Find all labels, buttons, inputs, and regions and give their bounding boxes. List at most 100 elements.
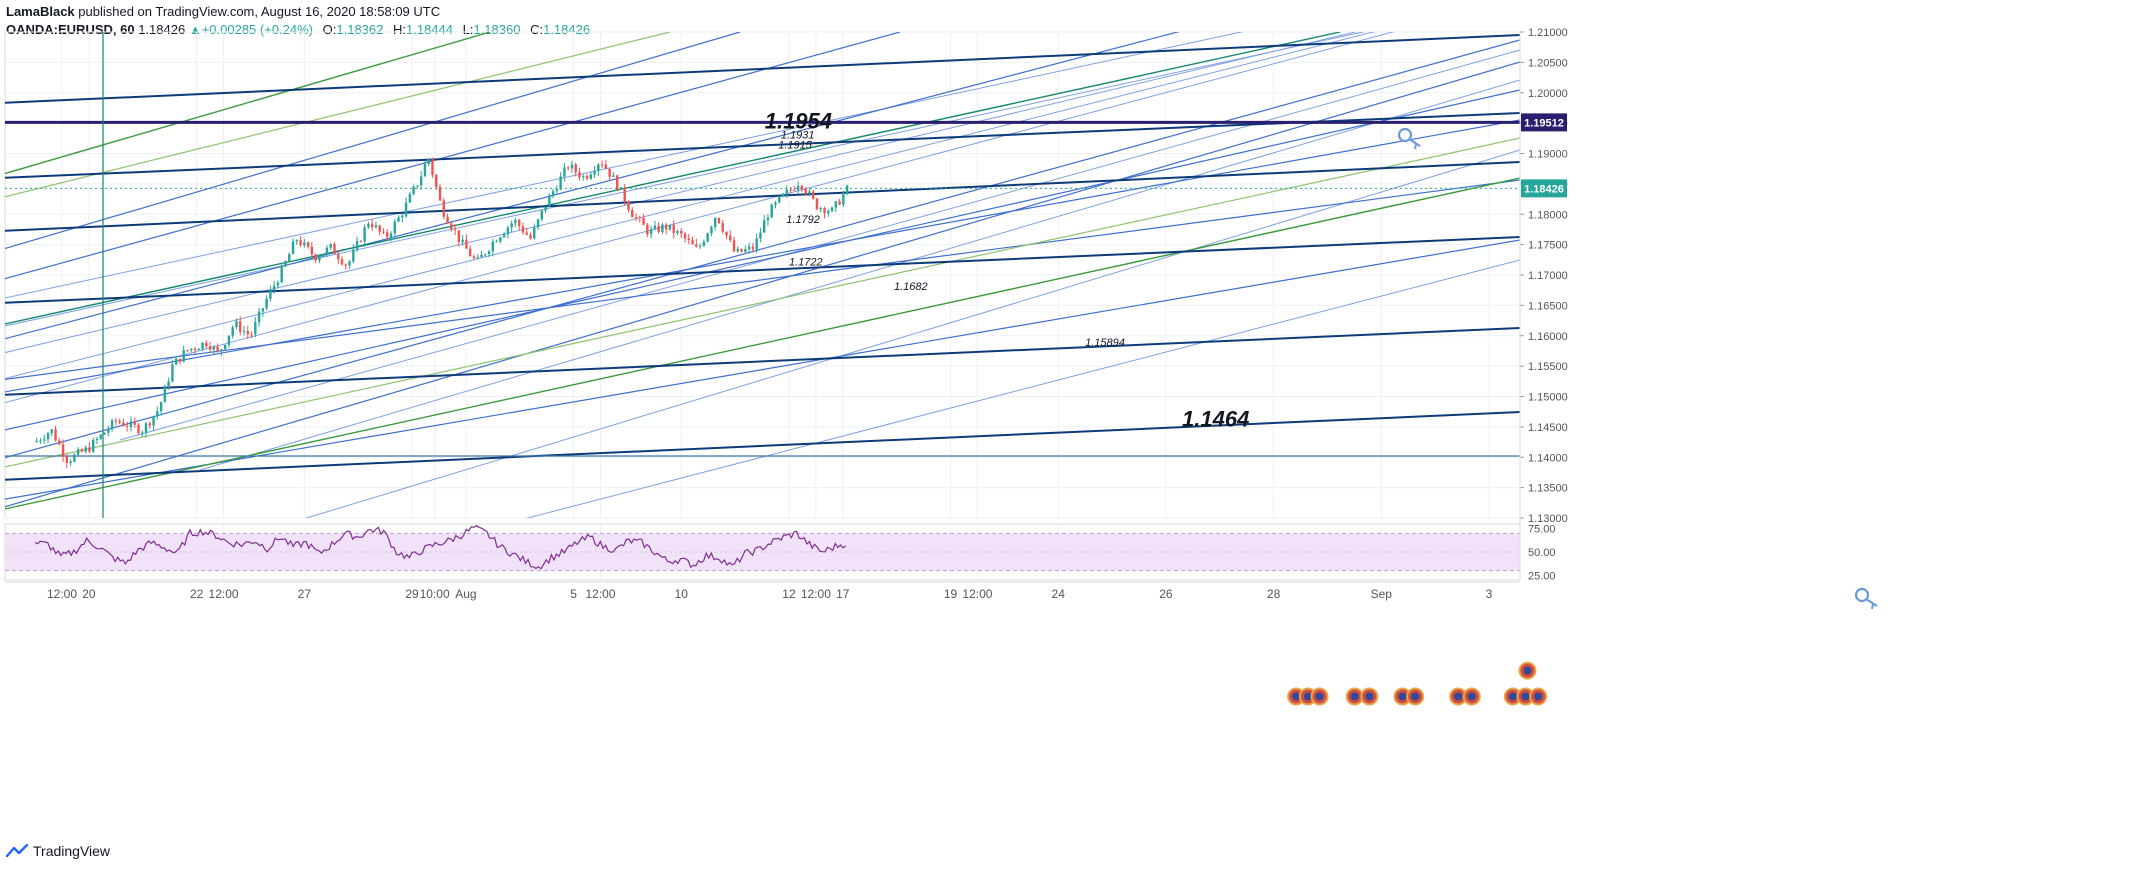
candle-body	[827, 211, 830, 214]
candle-body	[318, 256, 321, 261]
candle-body	[178, 358, 182, 362]
candle-body	[453, 229, 457, 231]
green-line	[5, 32, 491, 175]
candle-body	[717, 217, 721, 224]
level-annotation: 1.1915	[778, 139, 813, 151]
flag-center	[1350, 692, 1359, 701]
candle-body	[193, 348, 197, 350]
time-tick-label: 27	[298, 587, 312, 601]
candle-body	[574, 164, 577, 173]
candle-body	[393, 221, 396, 234]
level-annotation: 1.1792	[786, 214, 820, 226]
channel-line-mid	[5, 61, 1520, 508]
time-tick-label: 28	[1267, 587, 1281, 601]
time-tick-label: 12:00	[47, 587, 77, 601]
event-flag-icon[interactable]	[1360, 687, 1379, 706]
chart-header-line-1: LamaBlack published on TradingView.com, …	[6, 4, 440, 19]
candle-body	[548, 195, 551, 207]
candle-body	[740, 248, 743, 252]
price-change: +0.00285 (+0.24%)	[201, 22, 314, 37]
candle-body	[242, 330, 246, 332]
flag-center	[1454, 692, 1463, 701]
candle-body	[50, 429, 53, 434]
candle-body	[348, 261, 351, 266]
candle-body	[141, 432, 144, 434]
candle-body	[691, 240, 694, 245]
price-tick-label: 1.16500	[1528, 300, 1568, 312]
candle-body	[220, 349, 223, 352]
candle-body	[634, 217, 638, 219]
candle-body	[386, 232, 389, 237]
candle-body	[811, 191, 815, 199]
candle-body	[239, 321, 242, 332]
event-flag-icon[interactable]	[1345, 687, 1364, 706]
candle-body	[378, 225, 381, 232]
candle-body	[533, 227, 536, 239]
candle-body	[84, 447, 87, 452]
candle-body	[476, 257, 479, 259]
candle-body	[555, 189, 559, 192]
time-tick-label: Sep	[1371, 587, 1393, 601]
price-axis[interactable]: 1.210001.205001.200001.195001.190001.185…	[1519, 27, 1568, 582]
candle-body	[672, 224, 675, 234]
event-flag-icon[interactable]	[1310, 687, 1329, 706]
candle-body	[585, 176, 589, 179]
price-tick-label: 1.14500	[1528, 422, 1568, 434]
economic-events[interactable]	[1287, 661, 1548, 706]
candle-body	[325, 247, 329, 254]
tradingview-logo[interactable]: TradingView	[6, 843, 110, 859]
high-label: H:	[393, 22, 406, 37]
candle-body	[208, 346, 212, 350]
price-label-text: 1.18426	[1524, 183, 1564, 195]
candle-body	[337, 253, 340, 260]
candle-body	[491, 241, 494, 252]
candle-body	[374, 225, 378, 228]
level-annotation: 1.1682	[894, 281, 928, 293]
candle-body	[695, 244, 698, 247]
candle-body	[442, 200, 445, 217]
candle-body	[661, 224, 664, 232]
candle-body	[838, 201, 841, 205]
price-tick-label: 1.19000	[1528, 149, 1568, 161]
price-label-box	[1521, 113, 1567, 132]
candle-body	[461, 239, 464, 242]
flag-center	[1467, 692, 1476, 701]
flag-center	[1398, 692, 1407, 701]
event-flag-icon[interactable]	[1462, 687, 1481, 706]
time-tick-label: 5	[570, 587, 577, 601]
candle-body	[110, 420, 114, 430]
candle-body	[321, 253, 325, 257]
candle-body	[280, 266, 283, 283]
candle-body	[314, 254, 317, 261]
candle-body	[823, 207, 826, 214]
dark-level-line	[5, 34, 1520, 104]
flag-center	[1534, 692, 1543, 701]
candle-body	[295, 240, 298, 242]
candle-body	[597, 164, 600, 172]
event-flag-icon[interactable]	[1529, 687, 1548, 706]
event-flag-icon[interactable]	[1518, 661, 1537, 680]
flag-center	[1315, 692, 1324, 701]
time-axis[interactable]: 12:00 20 22 12:00 27 29 10:00 Aug 5 12:00 10 12 12:0…	[5, 581, 1520, 601]
event-flag-icon[interactable]	[1406, 687, 1425, 706]
candle-body	[484, 254, 487, 256]
author-name[interactable]: LamaBlack	[6, 4, 75, 19]
event-flag-icon[interactable]	[1503, 687, 1522, 706]
rsi-band	[5, 533, 1520, 571]
candle-body	[246, 330, 249, 335]
channel-line-mid	[5, 239, 1520, 500]
brand-text: TradingView	[33, 843, 111, 859]
candle-body	[649, 229, 653, 235]
candle-body	[536, 219, 540, 228]
candle-body	[544, 206, 547, 211]
price-tick-label: 1.13000	[1528, 513, 1568, 525]
candle-body	[58, 440, 61, 445]
candle-body	[713, 217, 717, 227]
candle-body	[35, 440, 38, 443]
candle-body	[80, 449, 84, 452]
channel-line-mid	[5, 89, 1520, 431]
candle-body	[570, 164, 574, 169]
candle-body	[122, 422, 125, 426]
candle-body	[732, 240, 736, 252]
